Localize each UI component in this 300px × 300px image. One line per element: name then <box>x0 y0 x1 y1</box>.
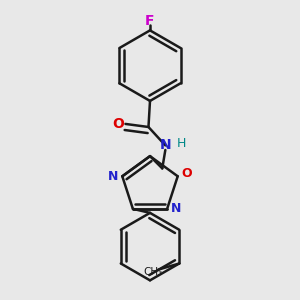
Text: O: O <box>182 167 192 180</box>
Text: N: N <box>171 202 181 215</box>
Text: CH₃: CH₃ <box>143 267 163 277</box>
Text: N: N <box>160 138 171 152</box>
Text: F: F <box>145 14 155 28</box>
Text: O: O <box>112 117 124 131</box>
Text: H: H <box>177 137 186 150</box>
Text: N: N <box>108 170 118 183</box>
